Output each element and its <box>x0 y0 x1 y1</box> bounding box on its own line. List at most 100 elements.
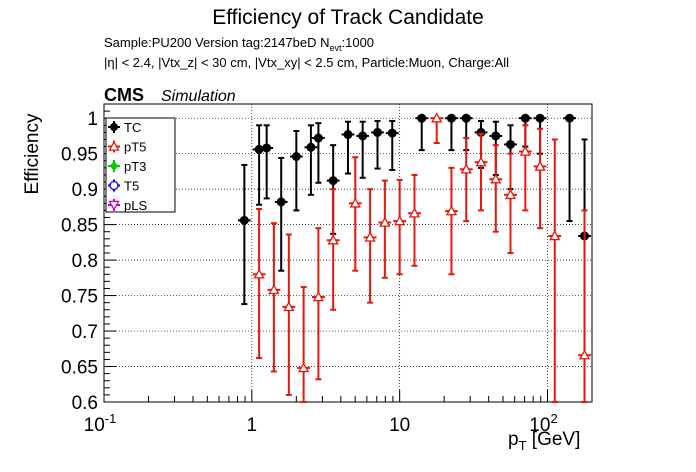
marker <box>445 205 458 216</box>
marker <box>506 139 516 149</box>
data-point-pt5 <box>430 112 444 145</box>
info-line-1-end: :1000 <box>342 35 375 50</box>
marker <box>239 215 249 225</box>
marker <box>312 291 324 302</box>
axis-ticks: 0.6 0.65 0.7 0.75 0.8 0.85 0.9 0.95 1 10-1 1 10 102 <box>61 109 593 436</box>
x-tick-label: 10-1 <box>84 411 117 436</box>
data-point-pt5 <box>297 286 311 403</box>
y-tick-label: 0.85 <box>61 216 98 237</box>
legend-label: T5 <box>124 179 139 194</box>
marker <box>519 145 531 156</box>
data-point-pt5 <box>311 227 325 381</box>
data-point-tc <box>385 120 399 171</box>
marker <box>578 349 591 360</box>
info-line-1-main: Sample:PU200 Version tag:2147beD N <box>104 35 329 50</box>
x-axis-label: pT [GeV] <box>508 429 580 453</box>
marker <box>446 113 456 123</box>
marker <box>408 207 421 218</box>
legend-entry-pt5: pT5 <box>108 140 146 155</box>
marker <box>504 188 517 200</box>
marker <box>328 176 338 186</box>
marker <box>565 113 575 123</box>
legend-marker <box>110 161 118 171</box>
y-tick-label: 0.7 <box>72 322 98 343</box>
data-point-tc <box>289 129 303 212</box>
marker <box>253 268 265 279</box>
x-tick-label: 10 <box>389 415 410 436</box>
marker <box>262 143 272 153</box>
marker <box>283 301 295 312</box>
simulation-label: Simulation <box>161 88 236 105</box>
data-point-pt5 <box>252 208 266 360</box>
data-point-pt5 <box>518 124 532 212</box>
legend-label: TC <box>124 120 141 135</box>
legend-label: pT5 <box>124 140 146 155</box>
data-point-pt5 <box>459 137 473 223</box>
data-point-tc <box>371 120 384 170</box>
marker <box>431 112 443 123</box>
legend-marker <box>109 180 119 191</box>
data-point-pt5 <box>326 188 340 311</box>
y-tick-label: 0.65 <box>61 358 98 379</box>
data-point-tc <box>341 120 355 175</box>
data-point-pt5 <box>578 209 591 403</box>
marker <box>298 362 310 373</box>
marker <box>343 130 353 140</box>
data-point-pt5 <box>445 166 458 276</box>
data-point-tc <box>356 120 370 179</box>
info-line-2: |η| < 2.4, |Vtx_z| < 30 cm, |Vtx_xy| < 2… <box>104 55 509 70</box>
data-point-pt5 <box>408 173 421 267</box>
data-point-pt5 <box>548 138 562 403</box>
marker <box>491 131 501 141</box>
marker <box>461 113 471 123</box>
marker <box>520 113 530 123</box>
data-point-pt5 <box>378 179 392 279</box>
marker <box>276 197 286 207</box>
marker <box>372 127 382 137</box>
marker <box>349 197 361 208</box>
legend-entry-t5: T5 <box>108 179 139 194</box>
marker <box>417 113 427 123</box>
data-point-tc <box>415 113 429 152</box>
marker <box>379 216 391 227</box>
legend-entry-pls: pLS <box>108 198 147 213</box>
legend-entry-tc: TC <box>108 120 141 135</box>
legend-label: pLS <box>124 198 147 213</box>
marker <box>364 231 376 242</box>
legend-marker <box>110 123 118 131</box>
data-point-tc <box>445 113 458 152</box>
marker <box>313 133 323 143</box>
data-point-tc <box>252 124 266 206</box>
marker <box>460 163 472 174</box>
data-point-pt5 <box>348 156 362 272</box>
marker <box>306 142 316 152</box>
y-tick-label: 0.8 <box>72 251 98 272</box>
data-point-pt5 <box>489 144 503 233</box>
cms-label: CMS <box>104 85 144 105</box>
chart-title: Efficiency of Track Candidate <box>212 6 484 29</box>
info-line-1-sub: evt <box>329 43 342 53</box>
marker <box>490 173 502 184</box>
marker <box>291 152 301 162</box>
y-axis-label: Efficiency <box>22 113 43 194</box>
data-point-pt5 <box>474 132 488 212</box>
data-point-pt5 <box>282 233 296 396</box>
marker <box>327 234 339 245</box>
data-points <box>237 112 591 403</box>
marker <box>254 144 264 154</box>
y-tick-label: 1 <box>87 109 98 130</box>
y-tick-label: 0.95 <box>61 145 98 166</box>
x-tick-label: 102 <box>529 411 557 436</box>
data-point-tc <box>311 122 325 184</box>
y-tick-label: 0.6 <box>72 393 98 414</box>
data-point-pt5 <box>504 152 517 254</box>
data-point-pt5 <box>393 178 407 276</box>
marker <box>535 113 545 123</box>
y-tick-label: 0.9 <box>72 180 98 201</box>
x-tick-label: 1 <box>247 415 258 436</box>
marker <box>475 156 487 167</box>
legend-entry-pt3: pT3 <box>108 159 146 174</box>
legend-marker <box>108 140 120 151</box>
data-point-tc <box>304 124 318 196</box>
